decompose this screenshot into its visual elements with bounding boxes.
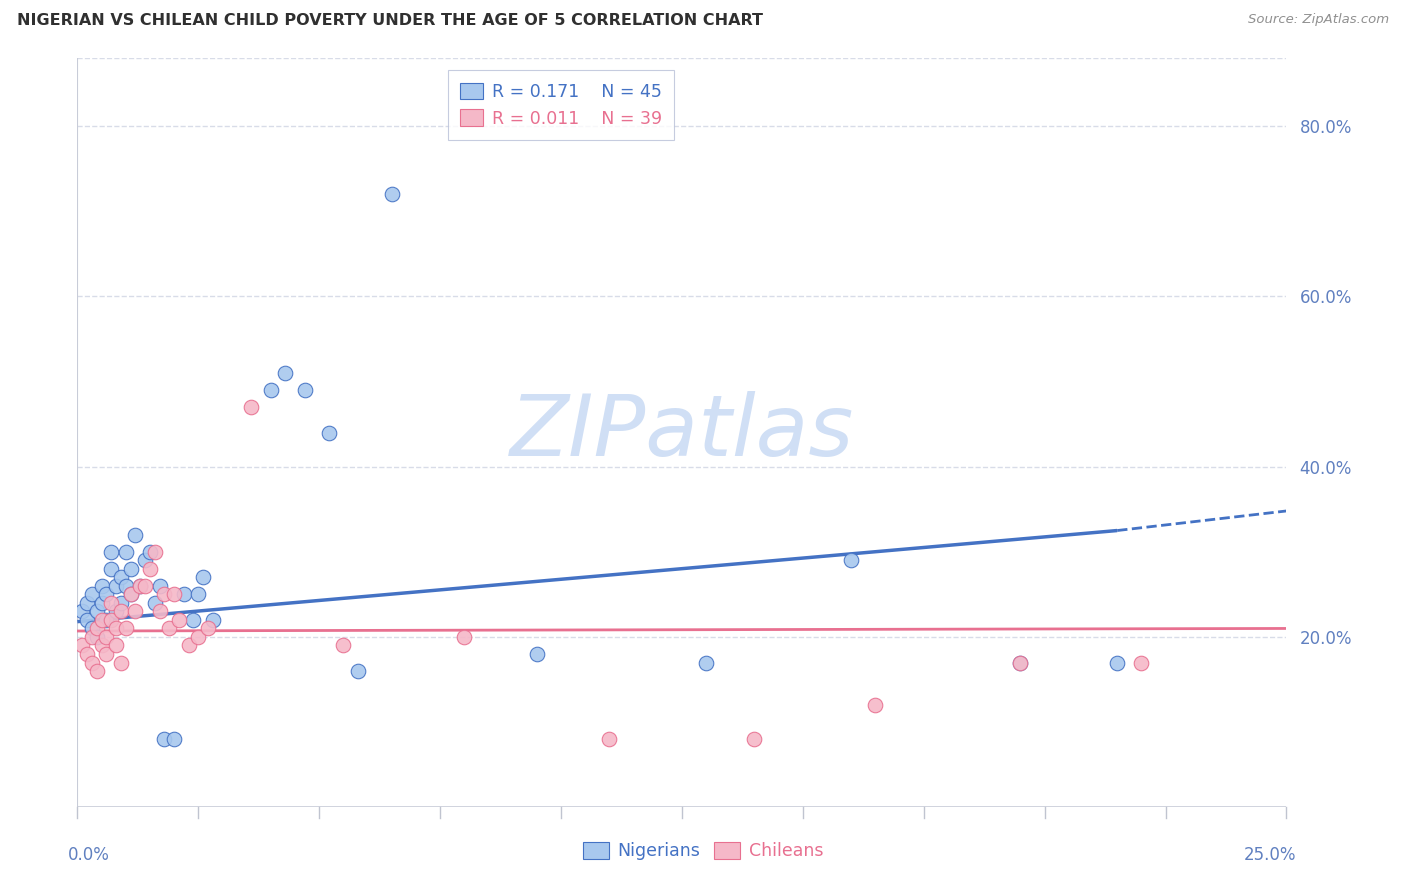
Point <box>173 587 195 601</box>
Text: NIGERIAN VS CHILEAN CHILD POVERTY UNDER THE AGE OF 5 CORRELATION CHART: NIGERIAN VS CHILEAN CHILD POVERTY UNDER … <box>17 13 763 29</box>
Point <box>1107 656 1129 670</box>
Point <box>163 732 186 747</box>
Point <box>839 553 862 567</box>
Point <box>187 630 209 644</box>
Text: ZIPatlas: ZIPatlas <box>510 391 853 475</box>
Point <box>100 613 122 627</box>
Point <box>865 698 887 712</box>
Point <box>70 604 93 618</box>
Point <box>332 639 354 653</box>
Point <box>105 604 128 618</box>
Point <box>744 732 766 747</box>
Point <box>1010 656 1032 670</box>
Point <box>191 570 214 584</box>
Point <box>120 562 142 576</box>
Point <box>90 596 112 610</box>
Point <box>318 425 340 440</box>
Point <box>274 366 297 380</box>
Point <box>695 656 717 670</box>
Point <box>187 587 209 601</box>
Point <box>129 579 152 593</box>
Point <box>114 545 136 559</box>
Point <box>197 622 219 636</box>
Point <box>114 622 136 636</box>
Point <box>86 622 108 636</box>
Point <box>143 596 166 610</box>
Legend: Nigerians, Chileans: Nigerians, Chileans <box>575 835 831 867</box>
Legend: R = 0.171    N = 45, R = 0.011    N = 39: R = 0.171 N = 45, R = 0.011 N = 39 <box>449 70 673 140</box>
Point <box>381 187 404 202</box>
Point <box>1130 656 1153 670</box>
Point <box>148 604 170 618</box>
Point <box>86 604 108 618</box>
Point <box>105 639 128 653</box>
Point <box>260 383 283 397</box>
Text: 0.0%: 0.0% <box>67 846 110 863</box>
Point <box>139 545 162 559</box>
Point <box>96 647 118 661</box>
Point <box>157 622 180 636</box>
Point <box>96 587 118 601</box>
Point <box>76 647 98 661</box>
Point <box>70 639 93 653</box>
Point <box>134 553 156 567</box>
Point <box>139 562 162 576</box>
Point <box>76 596 98 610</box>
Point <box>120 587 142 601</box>
Point <box>90 579 112 593</box>
Text: 25.0%: 25.0% <box>1244 846 1296 863</box>
Point <box>96 613 118 627</box>
Point <box>96 630 118 644</box>
Point <box>153 587 176 601</box>
Point <box>148 579 170 593</box>
Point <box>80 656 103 670</box>
Point <box>201 613 224 627</box>
Point <box>167 613 190 627</box>
Point <box>453 630 475 644</box>
Point <box>114 579 136 593</box>
Point <box>129 579 152 593</box>
Point <box>240 400 263 414</box>
Point <box>80 622 103 636</box>
Text: Source: ZipAtlas.com: Source: ZipAtlas.com <box>1249 13 1389 27</box>
Point <box>100 596 122 610</box>
Point <box>90 613 112 627</box>
Point <box>90 639 112 653</box>
Point <box>153 732 176 747</box>
Point <box>100 562 122 576</box>
Point <box>86 630 108 644</box>
Point <box>124 528 146 542</box>
Point <box>110 656 132 670</box>
Point <box>80 630 103 644</box>
Point <box>347 664 370 678</box>
Point <box>105 622 128 636</box>
Point <box>86 664 108 678</box>
Point <box>105 579 128 593</box>
Point <box>124 604 146 618</box>
Point <box>134 579 156 593</box>
Point <box>598 732 620 747</box>
Point <box>100 545 122 559</box>
Point <box>526 647 548 661</box>
Point <box>143 545 166 559</box>
Point <box>294 383 316 397</box>
Point <box>120 587 142 601</box>
Point <box>80 587 103 601</box>
Point <box>177 639 200 653</box>
Point <box>1010 656 1032 670</box>
Point <box>163 587 186 601</box>
Point <box>110 604 132 618</box>
Point <box>110 596 132 610</box>
Point <box>76 613 98 627</box>
Point <box>110 570 132 584</box>
Point <box>183 613 205 627</box>
